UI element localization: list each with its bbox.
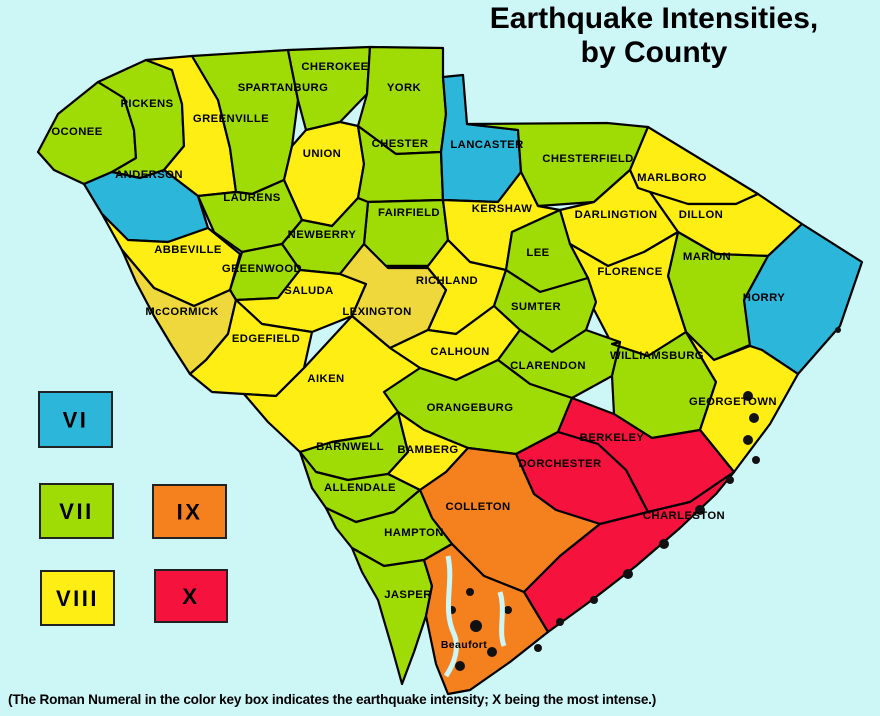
county-label-lee: LEE xyxy=(526,247,549,259)
county-label-mccormick: McCORMICK xyxy=(145,306,219,318)
marsh-texture xyxy=(534,644,542,652)
page-title-line2: by County xyxy=(580,35,728,69)
marsh-texture xyxy=(556,618,564,626)
county-label-dillon: DILLON xyxy=(679,209,723,221)
legend-box-X xyxy=(154,569,228,623)
county-label-williamsburg: WILLIAMSBURG xyxy=(610,350,704,362)
county-label-orangeburg: ORANGEBURG xyxy=(427,402,514,414)
marsh-texture xyxy=(590,596,598,604)
county-label-greenwood: GREENWOOD xyxy=(222,263,302,275)
county-label-york: YORK xyxy=(387,82,422,94)
county-label-florence: FLORENCE xyxy=(597,266,662,278)
county-label-bamberg: BAMBERG xyxy=(397,444,458,456)
legend-numeral-VII: VII xyxy=(59,499,93,524)
county-label-greenville: GREENVILLE xyxy=(193,113,269,125)
legend-box-VIII xyxy=(40,570,115,626)
county-label-chester: CHESTER xyxy=(372,138,429,150)
county-label-cherokee: CHEROKEE xyxy=(301,61,368,73)
county-label-saluda: SALUDA xyxy=(284,285,333,297)
county-label-edgefield: EDGEFIELD xyxy=(232,333,300,345)
marsh-texture xyxy=(455,661,465,671)
county-label-spartanburg: SPARTANBURG xyxy=(238,82,329,94)
county-label-darlingtion: DARLINGTION xyxy=(575,209,658,221)
marsh-texture xyxy=(752,456,760,464)
marsh-texture xyxy=(749,413,759,423)
legend-box-VII xyxy=(39,483,114,539)
marsh-texture xyxy=(695,505,705,515)
marsh-texture xyxy=(726,476,734,484)
legend-numeral-VIII: VIII xyxy=(56,586,99,611)
county-label-laurens: LAURENS xyxy=(223,192,280,204)
marsh-texture xyxy=(487,647,497,657)
legend-footnote: (The Roman Numeral in the color key box … xyxy=(8,692,657,707)
marsh-texture xyxy=(466,588,474,596)
county-label-pickens: PICKENS xyxy=(120,98,173,110)
page-title: Earthquake Intensities, by County xyxy=(432,2,876,69)
county-label-clarendon: CLARENDON xyxy=(510,360,586,372)
county-label-allendale: ALLENDALE xyxy=(324,482,396,494)
county-label-jasper: JASPER xyxy=(384,589,432,601)
county-label-oconee: OCONEE xyxy=(51,126,102,138)
county-label-barnwell: BARNWELL xyxy=(316,441,384,453)
legend-numeral-X: X xyxy=(182,584,199,609)
county-label-union: UNION xyxy=(303,148,341,160)
county-label-horry: HORRY xyxy=(743,292,785,304)
county-label-kershaw: KERSHAW xyxy=(472,203,533,215)
county-label-berkeley: BERKELEY xyxy=(580,432,645,444)
marsh-texture xyxy=(659,539,669,549)
county-label-newberry: NEWBERRY xyxy=(288,229,357,241)
marsh-texture xyxy=(835,327,841,333)
marsh-texture xyxy=(743,435,753,445)
county-label-richland: RICHLAND xyxy=(416,275,478,287)
page-title-line1: Earthquake Intensities, xyxy=(489,2,819,35)
county-label-marlboro: MARLBORO xyxy=(637,172,707,184)
county-label-dorchester: DORCHESTER xyxy=(518,458,601,470)
marsh-texture xyxy=(623,569,633,579)
county-label-marion: MARION xyxy=(683,251,731,263)
legend-box-IX xyxy=(152,484,227,539)
county-label-charleston: CHARLESTON xyxy=(643,510,725,522)
marsh-texture xyxy=(743,391,753,401)
county-georgetown xyxy=(684,330,800,474)
county-label-abbeville: ABBEVILLE xyxy=(154,244,222,256)
legend-box-VI xyxy=(38,391,113,448)
county-label-aiken: AIKEN xyxy=(307,373,344,385)
marsh-texture xyxy=(470,620,482,632)
county-label-georgetown: GEORGETOWN xyxy=(689,396,777,408)
county-label-lancaster: LANCASTER xyxy=(450,139,523,151)
tidal-river xyxy=(497,591,507,647)
legend-numeral-IX: IX xyxy=(177,500,203,525)
legend-numeral-VI: VI xyxy=(63,408,89,433)
county-label-beaufort: Beaufort xyxy=(441,639,487,651)
county-label-sumter: SUMTER xyxy=(511,301,561,313)
county-label-colleton: COLLETON xyxy=(445,501,510,513)
marsh-texture xyxy=(504,606,512,614)
county-label-chesterfield: CHESTERFIELD xyxy=(542,153,633,165)
county-label-anderson: ANDERSON xyxy=(115,169,183,181)
county-lexington xyxy=(338,242,448,350)
county-label-hampton: HAMPTON xyxy=(384,527,444,539)
county-label-lexington: LEXINGTON xyxy=(342,306,411,318)
county-label-fairfield: FAIRFIELD xyxy=(378,207,440,219)
tidal-river xyxy=(443,555,459,678)
county-label-calhoun: CALHOUN xyxy=(430,346,489,358)
county-jasper xyxy=(350,546,434,686)
